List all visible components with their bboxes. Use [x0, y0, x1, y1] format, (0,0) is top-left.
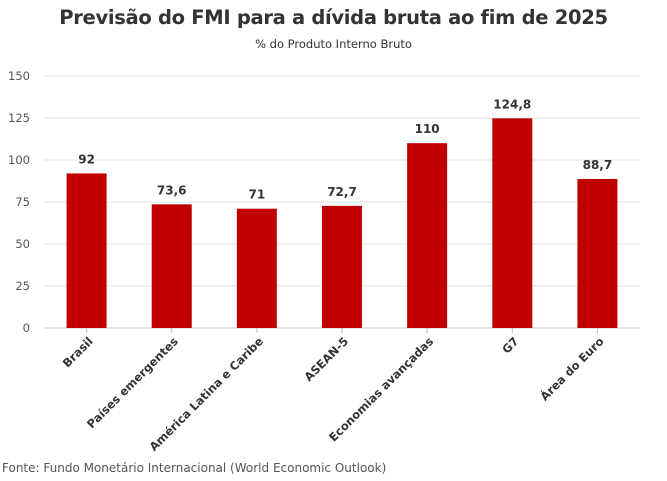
- data-label: 110: [415, 122, 440, 136]
- data-label: 71: [249, 188, 266, 202]
- bar: [151, 204, 192, 328]
- y-tick-label: 125: [8, 111, 30, 125]
- data-label: 73,6: [157, 183, 187, 197]
- y-axis: 0 25 50 75 100 125 150: [8, 69, 30, 335]
- bars: [66, 118, 618, 328]
- bar: [322, 205, 362, 328]
- x-tick-label: Área do Euro: [537, 333, 607, 403]
- bar: [407, 143, 448, 328]
- y-tick-label: 50: [15, 237, 30, 251]
- x-tick-label: G7: [499, 334, 521, 356]
- chart-title: Previsão do FMI para a dívida bruta ao f…: [59, 6, 608, 29]
- x-tick-label: Países emergentes: [84, 334, 181, 431]
- bar: [492, 118, 533, 328]
- gridlines: [44, 75, 640, 329]
- y-tick-label: 75: [15, 195, 30, 209]
- y-tick-label: 100: [8, 153, 30, 167]
- chart-subtitle: % do Produto Interno Bruto: [255, 37, 412, 51]
- data-labels: 92 73,6 71 72,7 110 124,8 88,7: [78, 97, 612, 201]
- bar: [236, 208, 277, 328]
- bar: [66, 173, 107, 328]
- y-tick-label: 150: [8, 69, 30, 83]
- y-tick-label: 0: [23, 321, 30, 335]
- y-tick-label: 25: [15, 279, 30, 293]
- bar: [577, 178, 618, 328]
- data-label: 72,7: [327, 185, 357, 199]
- data-label: 88,7: [583, 158, 613, 172]
- data-label: 124,8: [493, 97, 531, 111]
- x-tick-label: Brasil: [60, 334, 96, 370]
- data-label: 92: [78, 152, 95, 166]
- source-note: Fonte: Fundo Monetário Internacional (Wo…: [2, 461, 387, 475]
- x-tick-label: ASEAN-5: [301, 334, 351, 384]
